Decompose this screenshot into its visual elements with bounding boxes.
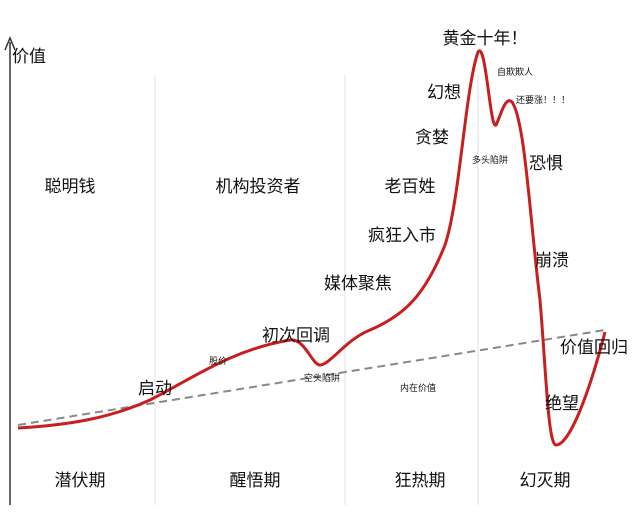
investor-label: 老百姓 — [385, 177, 436, 197]
curve-note: 空头陷阱 — [304, 372, 340, 384]
price-curve — [17, 49, 607, 447]
phase-label: 幻灭期 — [520, 471, 571, 491]
curve-note: 股价 — [209, 356, 227, 367]
curve-note: 还要涨！！！ — [516, 94, 570, 106]
phase-label: 醒悟期 — [230, 471, 281, 491]
investor-label: 机构投资者 — [216, 177, 301, 197]
intrinsic-value-line — [17, 329, 606, 426]
curve-label: 价值回归 — [560, 338, 628, 358]
investor-label: 聪明钱 — [45, 177, 96, 197]
curve-label: 媒体聚焦 — [324, 274, 392, 294]
curve-label: 启动 — [138, 379, 172, 399]
y-axis-label: 价值 — [12, 47, 46, 67]
curve-note: 多头陷阱 — [472, 154, 508, 166]
curve-note: 内在价值 — [400, 382, 436, 394]
curve-label: 崩溃 — [535, 251, 569, 271]
curve-label: 贪婪 — [415, 128, 449, 148]
phase-label: 潜伏期 — [55, 471, 106, 491]
curve-label: 疯狂入市 — [368, 226, 436, 246]
y-axis-arrow — [4, 36, 16, 51]
curve-label: 幻想 — [427, 83, 461, 103]
curve-label: 绝望 — [545, 394, 579, 414]
curve-note: 自欺欺人 — [497, 66, 533, 78]
curve-label: 恐惧 — [529, 154, 563, 174]
curve-label: 黄金十年！ — [443, 29, 528, 49]
curve-label: 初次回调 — [262, 326, 330, 346]
phase-label: 狂热期 — [395, 471, 446, 491]
